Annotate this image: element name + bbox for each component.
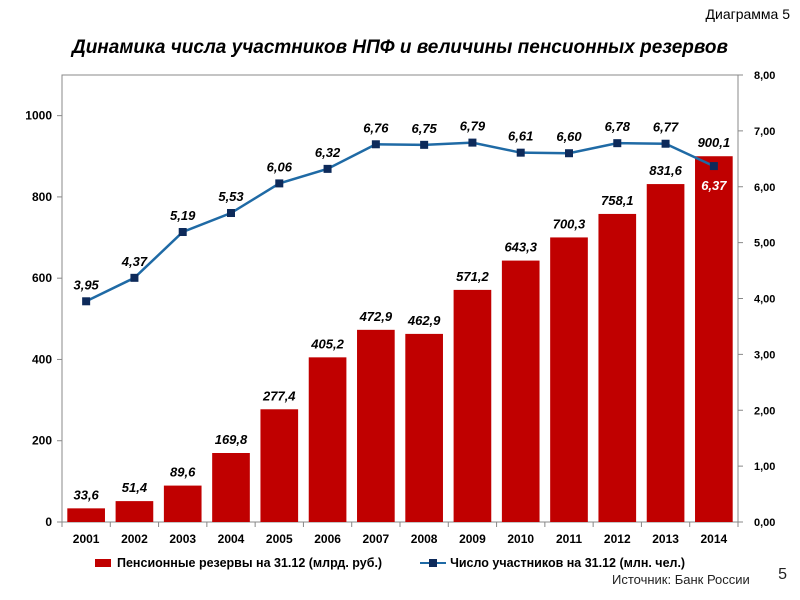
point-participants — [565, 149, 573, 158]
legend-swatch-participants — [420, 558, 447, 568]
x-tick-label: 2008 — [411, 532, 438, 546]
y-right-tick-label: 5,00 — [754, 238, 775, 250]
point-participants — [178, 228, 187, 237]
y-right-tick-label: 8,00 — [754, 70, 775, 82]
legend-swatch-reserves — [95, 559, 111, 567]
line-data-label: 6,78 — [605, 119, 631, 134]
point-participants — [275, 179, 284, 188]
line-data-label: 6,75 — [411, 121, 437, 136]
line-data-label: 3,95 — [73, 277, 99, 292]
y-left-tick-label: 600 — [32, 271, 52, 285]
bar-data-label: 831,6 — [649, 163, 682, 178]
point-participants — [82, 297, 91, 306]
bar-reserves — [308, 357, 347, 522]
line-data-label: 6,60 — [556, 129, 582, 144]
legend-item-reserves: Пенсионные резервы на 31.12 (млрд. руб.) — [95, 556, 382, 570]
bar-data-label: 472,9 — [359, 309, 393, 324]
chart-title: Динамика числа участников НПФ и величины… — [71, 37, 728, 58]
point-participants — [709, 162, 718, 171]
bar-reserves — [501, 260, 540, 522]
bar-reserves — [646, 184, 685, 522]
legend-item-participants: Число участников на 31.12 (млн. чел.) — [420, 556, 685, 570]
y-right-tick-label: 3,00 — [754, 349, 775, 361]
bar-reserves — [67, 508, 105, 522]
point-participants — [130, 273, 139, 282]
line-data-label: 5,53 — [218, 189, 244, 204]
point-participants — [661, 139, 670, 148]
y-left-tick-label: 0 — [45, 515, 52, 529]
y-right-tick-label: 0,00 — [754, 517, 775, 529]
point-participants — [420, 140, 429, 149]
y-left-tick-label: 1000 — [25, 109, 52, 123]
plot-area — [61, 74, 739, 523]
bar-reserves — [695, 156, 733, 522]
line-data-label: 6,37 — [701, 178, 727, 193]
line-data-label: 6,77 — [653, 120, 679, 135]
bar-data-label: 405,2 — [310, 336, 344, 351]
legend-label-reserves: Пенсионные резервы на 31.12 (млрд. руб.) — [117, 556, 383, 570]
y-left-tick-label: 400 — [32, 352, 52, 366]
point-participants — [371, 140, 380, 149]
y-right-tick-label: 4,00 — [754, 294, 775, 306]
bar-data-label: 169,8 — [215, 432, 248, 447]
source-note: Источник: Банк России — [612, 572, 750, 587]
line-data-label: 6,61 — [508, 129, 533, 144]
y-right-tick-label: 7,00 — [754, 126, 775, 138]
bar-data-label: 277,4 — [262, 388, 296, 403]
page-number: 5 — [778, 566, 787, 583]
bar-reserves — [405, 333, 443, 522]
bar-data-label: 643,3 — [504, 240, 537, 255]
x-tick-label: 2005 — [266, 532, 293, 546]
point-participants — [227, 209, 235, 218]
x-tick-label: 2007 — [363, 532, 390, 546]
bar-reserves — [212, 452, 250, 522]
y-right-tick-label: 6,00 — [754, 182, 775, 194]
x-tick-label: 2003 — [169, 532, 196, 546]
x-tick-label: 2010 — [507, 532, 534, 546]
x-tick-label: 2013 — [652, 532, 679, 546]
line-participants — [85, 141, 715, 303]
bar-reserves — [163, 485, 202, 522]
line-data-label: 5,19 — [170, 208, 196, 223]
chart-legend: Пенсионные резервы на 31.12 (млрд. руб.)… — [95, 556, 723, 570]
point-participants — [613, 139, 622, 148]
bar-data-label: 700,3 — [553, 216, 586, 231]
x-tick-label: 2002 — [121, 532, 148, 546]
y-right-tick-label: 1,00 — [754, 461, 775, 473]
point-participants — [468, 138, 477, 147]
bar-reserves — [598, 213, 637, 522]
point-participants — [516, 148, 525, 157]
diagram-number-label: Диаграмма 5 — [705, 6, 790, 22]
x-tick-label: 2004 — [218, 532, 245, 546]
line-data-label: 6,32 — [315, 145, 341, 160]
bar-data-label: 758,1 — [601, 193, 634, 208]
bar-data-label: 89,6 — [170, 465, 196, 480]
x-tick-label: 2012 — [604, 532, 631, 546]
bar-reserves — [115, 501, 154, 522]
bar-data-label: 571,2 — [456, 269, 489, 284]
point-participants — [323, 164, 332, 173]
x-tick-label: 2006 — [314, 532, 341, 546]
line-data-label: 4,37 — [121, 254, 148, 269]
legend-label-participants: Число участников на 31.12 (млн. чел.) — [450, 556, 686, 570]
bar-reserves — [260, 409, 299, 522]
bar-data-label: 900,1 — [698, 135, 731, 150]
y-left-tick-label: 200 — [32, 434, 52, 448]
y-right-tick-label: 2,00 — [754, 405, 775, 417]
line-data-label: 6,76 — [363, 120, 389, 135]
x-tick-label: 2014 — [701, 532, 728, 546]
line-data-label: 6,06 — [267, 159, 293, 174]
bar-data-label: 462,9 — [407, 313, 441, 328]
x-tick-label: 2011 — [556, 532, 582, 546]
bar-reserves — [357, 329, 395, 522]
bar-data-label: 51,4 — [122, 480, 148, 495]
bar-reserves — [550, 237, 588, 523]
x-tick-label: 2001 — [73, 532, 100, 546]
bar-data-label: 33,6 — [73, 487, 99, 502]
y-left-tick-label: 800 — [32, 190, 52, 204]
line-data-label: 6,79 — [460, 119, 486, 134]
x-tick-label: 2009 — [459, 532, 486, 546]
bar-reserves — [453, 289, 492, 522]
